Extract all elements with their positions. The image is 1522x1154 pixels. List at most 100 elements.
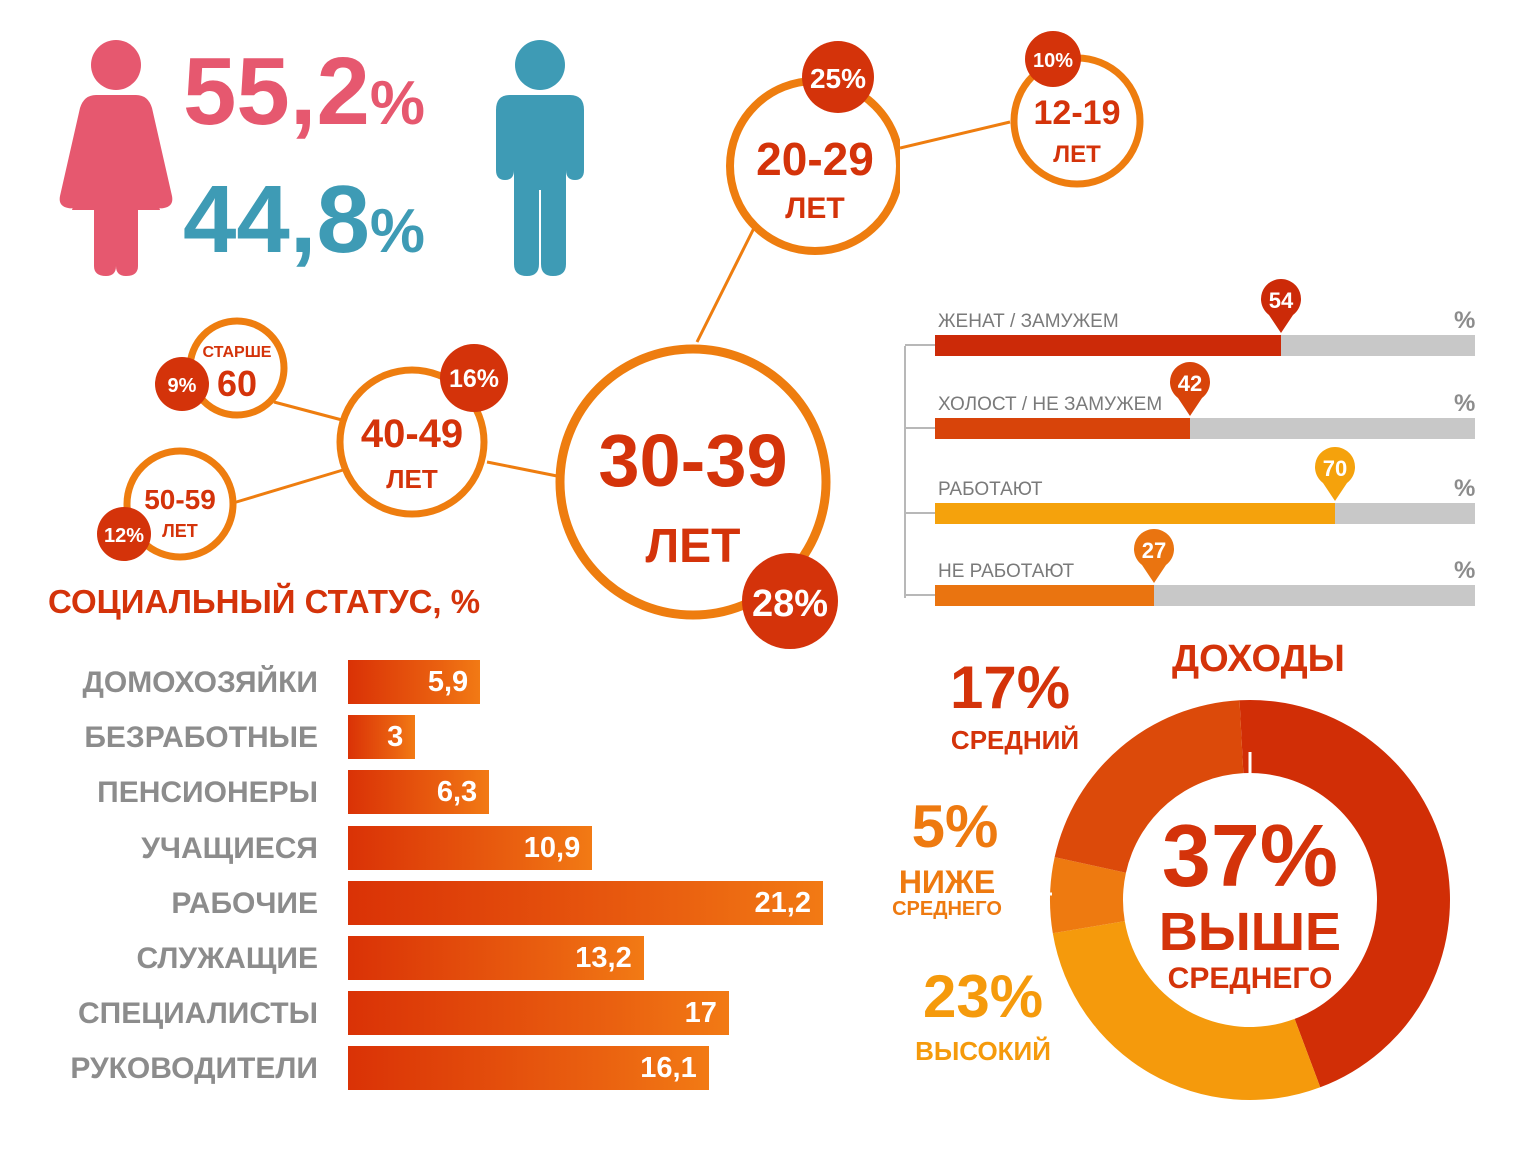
bar: 21,2 [348, 880, 823, 925]
marital-bar-fill [935, 335, 1282, 356]
category-label: РУКОВОДИТЕЛИ [70, 1052, 318, 1086]
chart-title: СОЦИАЛЬНЫЙ СТАТУС, % [48, 583, 481, 620]
marital-value: 27 [1141, 538, 1165, 563]
age-connectors [232, 146, 900, 505]
age-30-39-unit: ЛЕТ [645, 520, 740, 573]
income-above-average-line1: ВЫШЕ [1158, 902, 1342, 962]
female-share-value: 55,2 [183, 38, 370, 145]
category-label: ДОМОХОЗЯЙКИ [82, 666, 318, 699]
gender-figures [59, 40, 584, 276]
age-40-49-range: 40-49 [361, 412, 463, 456]
income-below-average-pct: 5% [911, 793, 999, 860]
income-donut [1040, 700, 1450, 1100]
age-40-49-share: 16% [449, 365, 499, 393]
income-slice [1052, 921, 1321, 1100]
age-30-39-range: 30-39 [598, 419, 787, 502]
bar: 13,2 [348, 936, 644, 980]
marital-bracket [904, 344, 935, 598]
income-below-average-line1: НИЖЕ [898, 864, 996, 900]
bar: 16,1 [348, 1046, 709, 1091]
age-bubbles: 30-39 ЛЕТ 28% 20-29 ЛЕТ 25% 40-49 ЛЕТ 16… [97, 41, 900, 649]
male-share-unit: % [369, 197, 425, 266]
marital-unit: % [1454, 390, 1476, 417]
marital-value: 54 [1269, 288, 1294, 313]
marital-bar-track [935, 503, 1475, 524]
marital-unit: % [1454, 475, 1476, 502]
age-60-share: 9% [168, 375, 197, 397]
marital-unit: % [1454, 307, 1476, 334]
age-bubble-30-39: 30-39 ЛЕТ 28% [555, 344, 838, 649]
marital-value: 42 [1178, 371, 1202, 396]
bar: 3 [348, 715, 416, 760]
marital-label: ЖЕНАТ / ЗАМУЖЕМ [938, 311, 1119, 332]
category-label: БЕЗРАБОТНЫЕ [84, 721, 318, 755]
income-below-average-line2: СРЕДНЕГО [892, 898, 1002, 920]
bar-value-label: 6,3 [436, 776, 478, 809]
marital-value-pin: 27 [1133, 529, 1174, 583]
age-bubble-50-59: 50-59 ЛЕТ 12% [97, 447, 237, 561]
age-20-29-unit: ЛЕТ [785, 192, 844, 225]
category-label: УЧАЩИЕСЯ [141, 831, 318, 865]
age-30-39-share: 28% [752, 583, 828, 625]
female-share: 55,2% [183, 44, 425, 140]
income-average-label: СРЕДНИЙ [950, 725, 1080, 755]
age-40-49-unit: ЛЕТ [386, 464, 438, 494]
bar-value-label: 16,1 [640, 1052, 697, 1085]
bar: 6,3 [348, 770, 490, 815]
marital-label: НЕ РАБОТАЮТ [938, 561, 1075, 582]
bar-value-label: 10,9 [523, 831, 581, 864]
male-share: 44,8% [183, 172, 425, 268]
age-50-59-range: 50-59 [144, 484, 216, 515]
age-50-59-share: 12% [104, 525, 144, 547]
income-connector [1057, 1016, 1096, 1030]
category-label: СЛУЖАЩИЕ [136, 942, 318, 975]
age-12-19-share: 10% [1033, 50, 1073, 72]
marital-bar-track [935, 585, 1475, 606]
age-60-range: 60 [217, 363, 257, 404]
age-bubble-40-49: 40-49 ЛЕТ 16% [336, 344, 508, 518]
marital-value-pin: 42 [1170, 362, 1211, 416]
age-20-29-range: 20-29 [756, 133, 874, 185]
income-slice [1054, 700, 1244, 873]
income-above-average-line2: СРЕДНЕГО [1167, 962, 1333, 995]
marital-unit: % [1454, 557, 1476, 584]
marital-bar-fill [935, 503, 1336, 524]
category-label: ПЕНСИОНЕРЫ [97, 776, 318, 810]
income-slice [1239, 700, 1450, 1088]
bar: 5,9 [348, 660, 481, 704]
income-high-pct: 23% [922, 963, 1044, 1030]
bar: 17 [348, 991, 729, 1036]
income-high-label: ВЫСОКИЙ [915, 1036, 1051, 1066]
female-share-unit: % [369, 69, 425, 138]
marital-value-pin: 54 [1261, 279, 1302, 333]
female-icon [59, 40, 173, 276]
category-label: СПЕЦИАЛИСТЫ [78, 997, 318, 1031]
age-12-19-range: 12-19 [1034, 94, 1121, 132]
marital-label: ХОЛОСТ / НЕ ЗАМУЖЕМ [938, 394, 1163, 415]
age-12-19-unit: ЛЕТ [1053, 141, 1101, 168]
marital-value: 70 [1323, 456, 1347, 481]
age-20-29-share: 25% [810, 63, 866, 94]
bar-value-label: 5,9 [427, 666, 469, 698]
bar-value-label: 3 [387, 721, 404, 754]
age-bubble-12-19-wrap: 12-19 ЛЕТ 10% [900, 31, 1144, 188]
income-title: ДОХОДЫ [1172, 638, 1345, 680]
bar: 10,9 [348, 825, 593, 870]
income-average-pct: 17% [949, 654, 1071, 721]
income-above-average-pct: 37% [1161, 806, 1339, 905]
marital-bar-fill [935, 585, 1154, 606]
marital-bar-track [935, 418, 1475, 439]
age-60-prefix: СТАРШЕ [203, 344, 272, 361]
male-icon [496, 40, 584, 276]
age-bubble-60-plus: СТАРШЕ 60 9% [155, 317, 288, 419]
age-bubble-12-19: 12-19 ЛЕТ 10% [1010, 31, 1144, 188]
bar-value-label: 13,2 [575, 942, 632, 974]
bar-value-label: 21,2 [754, 886, 811, 919]
marital-bar-track [935, 335, 1475, 356]
category-label: РАБОЧИЕ [171, 886, 318, 920]
age-bubble-20-29: 20-29 ЛЕТ 25% [726, 41, 900, 255]
marital-value-pin: 70 [1315, 447, 1356, 501]
age-50-59-unit: ЛЕТ [162, 521, 198, 541]
marital-label: РАБОТАЮТ [938, 479, 1043, 500]
bar-value-label: 17 [684, 997, 717, 1030]
